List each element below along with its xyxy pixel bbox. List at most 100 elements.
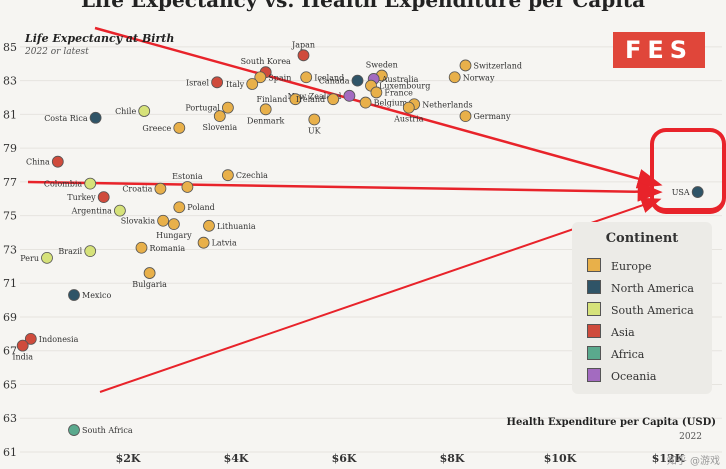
point-mexico bbox=[68, 289, 80, 301]
annotation-arrows bbox=[27, 26, 663, 393]
point-switzerland bbox=[459, 59, 472, 72]
legend-swatch bbox=[587, 346, 601, 360]
x-tick-label: $8K bbox=[440, 452, 465, 465]
point-china bbox=[51, 155, 64, 168]
y-tick-label: 75 bbox=[3, 210, 17, 223]
label-hungary: Hungary bbox=[156, 231, 192, 240]
label-spain: Spain bbox=[268, 73, 291, 82]
arrow-top bbox=[94, 26, 663, 189]
label-colombia: Colombia bbox=[44, 180, 83, 189]
point-portugal bbox=[221, 101, 234, 114]
label-greece: Greece bbox=[142, 124, 171, 133]
legend: Continent Europe North America South Ameri… bbox=[572, 222, 712, 394]
label-slovenia: Slovenia bbox=[203, 123, 238, 132]
fes-logo: FES bbox=[613, 32, 705, 68]
label-norway: Norway bbox=[463, 73, 495, 82]
point-argentina bbox=[114, 204, 126, 217]
y-tick-label: 83 bbox=[3, 75, 17, 88]
label-south-africa: South Africa bbox=[82, 426, 133, 435]
x-axis-caption: Health Expenditure per Capita (USD) bbox=[506, 417, 716, 428]
point-iceland bbox=[300, 71, 313, 84]
label-south-korea: South Korea bbox=[241, 57, 291, 66]
label-brazil: Brazil bbox=[58, 247, 82, 256]
label-switzerland: Switzerland bbox=[474, 61, 522, 70]
y-axis-subcaption: 2022 or latest bbox=[25, 47, 89, 57]
point-japan bbox=[297, 49, 310, 62]
point-peru bbox=[41, 251, 53, 264]
legend-label: North America bbox=[611, 282, 694, 295]
label-austria: Austria bbox=[393, 115, 424, 124]
label-ireland: Ireland bbox=[296, 95, 325, 104]
legend-label: Oceania bbox=[611, 370, 657, 383]
legend-swatch bbox=[587, 368, 601, 382]
chart-title: Life Expectancy vs. Health Expenditure p… bbox=[80, 0, 646, 12]
point-romania bbox=[135, 241, 148, 254]
y-tick-label: 77 bbox=[3, 176, 17, 189]
label-france: France bbox=[384, 88, 413, 97]
point-israel bbox=[211, 76, 224, 89]
point-croatia bbox=[154, 182, 167, 195]
point-italy bbox=[246, 78, 259, 90]
label-estonia: Estonia bbox=[172, 172, 203, 181]
legend-item-north-america: North America bbox=[587, 280, 694, 295]
label-turkey: Turkey bbox=[67, 193, 96, 202]
y-tick-label: 71 bbox=[3, 277, 17, 290]
y-tick-label: 61 bbox=[3, 446, 17, 459]
point-czechia bbox=[221, 169, 234, 182]
label-czechia: Czechia bbox=[236, 171, 268, 180]
point-norway bbox=[448, 71, 461, 84]
legend-label: Europe bbox=[611, 260, 652, 273]
x-tick-label: $6K bbox=[332, 452, 357, 465]
label-peru: Peru bbox=[20, 254, 39, 263]
point-hungary bbox=[167, 218, 180, 231]
legend-swatch bbox=[587, 280, 601, 294]
point-brazil bbox=[84, 245, 97, 258]
label-argentina: Argentina bbox=[71, 207, 113, 216]
x-tick-label: $12K bbox=[652, 452, 685, 465]
point-belgium bbox=[359, 96, 372, 109]
point-ireland bbox=[327, 93, 340, 106]
point-slovakia bbox=[157, 214, 170, 227]
point-costa-rica bbox=[89, 111, 102, 124]
label-australia: Australia bbox=[381, 75, 419, 84]
legend-label: Africa bbox=[611, 348, 645, 361]
legend-item-south-america: South America bbox=[587, 302, 694, 317]
label-mexico: Mexico bbox=[82, 291, 111, 300]
point-colombia bbox=[84, 177, 97, 190]
y-tick-label: 85 bbox=[3, 41, 17, 54]
grid-layer bbox=[20, 46, 722, 453]
label-finland: Finland bbox=[257, 95, 288, 104]
label-poland: Poland bbox=[187, 203, 214, 212]
legend-label: Asia bbox=[611, 326, 635, 339]
label-slovakia: Slovakia bbox=[121, 217, 156, 226]
y-tick-label: 67 bbox=[3, 345, 17, 358]
point-new-zealand bbox=[343, 89, 356, 102]
y-tick-label: 65 bbox=[3, 378, 17, 391]
label-sweden: Sweden bbox=[366, 61, 398, 70]
point-slovenia bbox=[213, 110, 226, 122]
usa-highlight-circle bbox=[650, 128, 726, 214]
label-indonesia: Indonesia bbox=[39, 335, 79, 344]
point-india bbox=[16, 339, 29, 352]
point-chile bbox=[138, 105, 151, 117]
label-germany: Germany bbox=[474, 112, 511, 121]
legend-label: South America bbox=[611, 304, 694, 317]
x-tick-label: $10K bbox=[544, 452, 577, 465]
label-japan: Japan bbox=[291, 40, 315, 49]
point-estonia bbox=[181, 181, 194, 193]
legend-item-europe: Europe bbox=[587, 258, 652, 273]
point-canada bbox=[351, 74, 364, 87]
label-bulgaria: Bulgaria bbox=[132, 280, 167, 289]
legend-item-africa: Africa bbox=[587, 346, 644, 361]
point-germany bbox=[459, 110, 472, 122]
legend-item-asia: Asia bbox=[587, 324, 635, 339]
y-tick-label: 73 bbox=[3, 243, 17, 256]
y-tick-label: 79 bbox=[3, 142, 17, 155]
point-turkey bbox=[97, 191, 110, 204]
point-usa bbox=[691, 186, 704, 198]
y-tick-label: 63 bbox=[3, 412, 17, 425]
x-tick-label: $2K bbox=[116, 452, 141, 465]
